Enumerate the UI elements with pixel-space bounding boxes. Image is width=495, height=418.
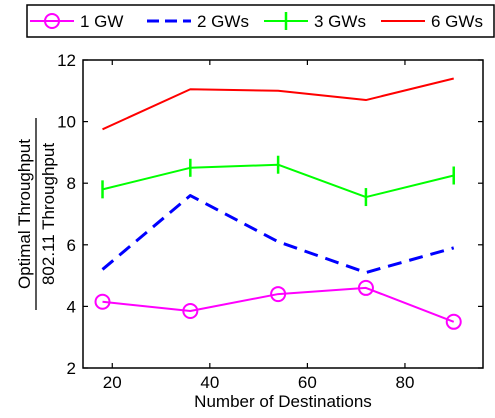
axes-layer: 20 40 60 80 2 4 6 8 10 12	[57, 51, 483, 392]
data-point-1-gw-90	[445, 313, 462, 330]
legend-item-2-gws: 2 GWs	[147, 12, 249, 31]
series-line-2-gws	[101, 194, 455, 275]
legend-label-3-gws: 3 GWs	[314, 12, 366, 31]
data-point-1-gw-36	[182, 303, 199, 320]
y-tick-label-8: 8	[67, 174, 76, 193]
legend-label-1-gw: 1 GW	[80, 12, 123, 31]
data-point-1-gw-54	[270, 286, 287, 303]
series-6-gws	[102, 77, 454, 131]
x-tick-label-60: 60	[298, 373, 317, 392]
series-line-1-gw	[102, 286, 455, 323]
data-point-1-gw-18	[94, 293, 111, 310]
legend-marker-1-gw	[44, 13, 60, 29]
series-3-gws	[101, 155, 455, 207]
legend-item-1-gw: 1 GW	[30, 12, 123, 31]
y-tick-label-2: 2	[67, 359, 76, 378]
y-tick-label-6: 6	[67, 236, 76, 255]
series-1-gw	[94, 279, 462, 330]
y-tick-label-4: 4	[67, 297, 76, 316]
y-tick-label-12: 12	[57, 51, 76, 70]
legend-item-6-gws: 6 GWs	[381, 12, 483, 31]
series-2-gws	[101, 194, 455, 275]
x-tick-label-80: 80	[395, 373, 414, 392]
plot-frame	[82, 59, 484, 369]
y-axis-label-numerator: Optimal Throughput	[15, 139, 34, 289]
x-tick-label-20: 20	[103, 373, 122, 392]
x-tick-label-40: 40	[200, 373, 219, 392]
legend: 1 GW 2 GWs 3 GWs 6 GWs	[26, 4, 495, 38]
legend-label-6-gws: 6 GWs	[431, 12, 483, 31]
y-tick-label-10: 10	[57, 113, 76, 132]
legend-item-3-gws: 3 GWs	[264, 12, 366, 31]
y-axis-label-denominator: 802.11 Throughput	[39, 143, 58, 285]
y-axis-label: Optimal Throughput 802.11 Throughput	[15, 118, 58, 310]
data-point-1-gw-72	[357, 279, 374, 296]
series-layer	[94, 77, 462, 330]
legend-label-2-gws: 2 GWs	[197, 12, 249, 31]
x-axis-label: Number of Destinations	[194, 392, 372, 411]
series-line-6-gws	[102, 77, 454, 131]
